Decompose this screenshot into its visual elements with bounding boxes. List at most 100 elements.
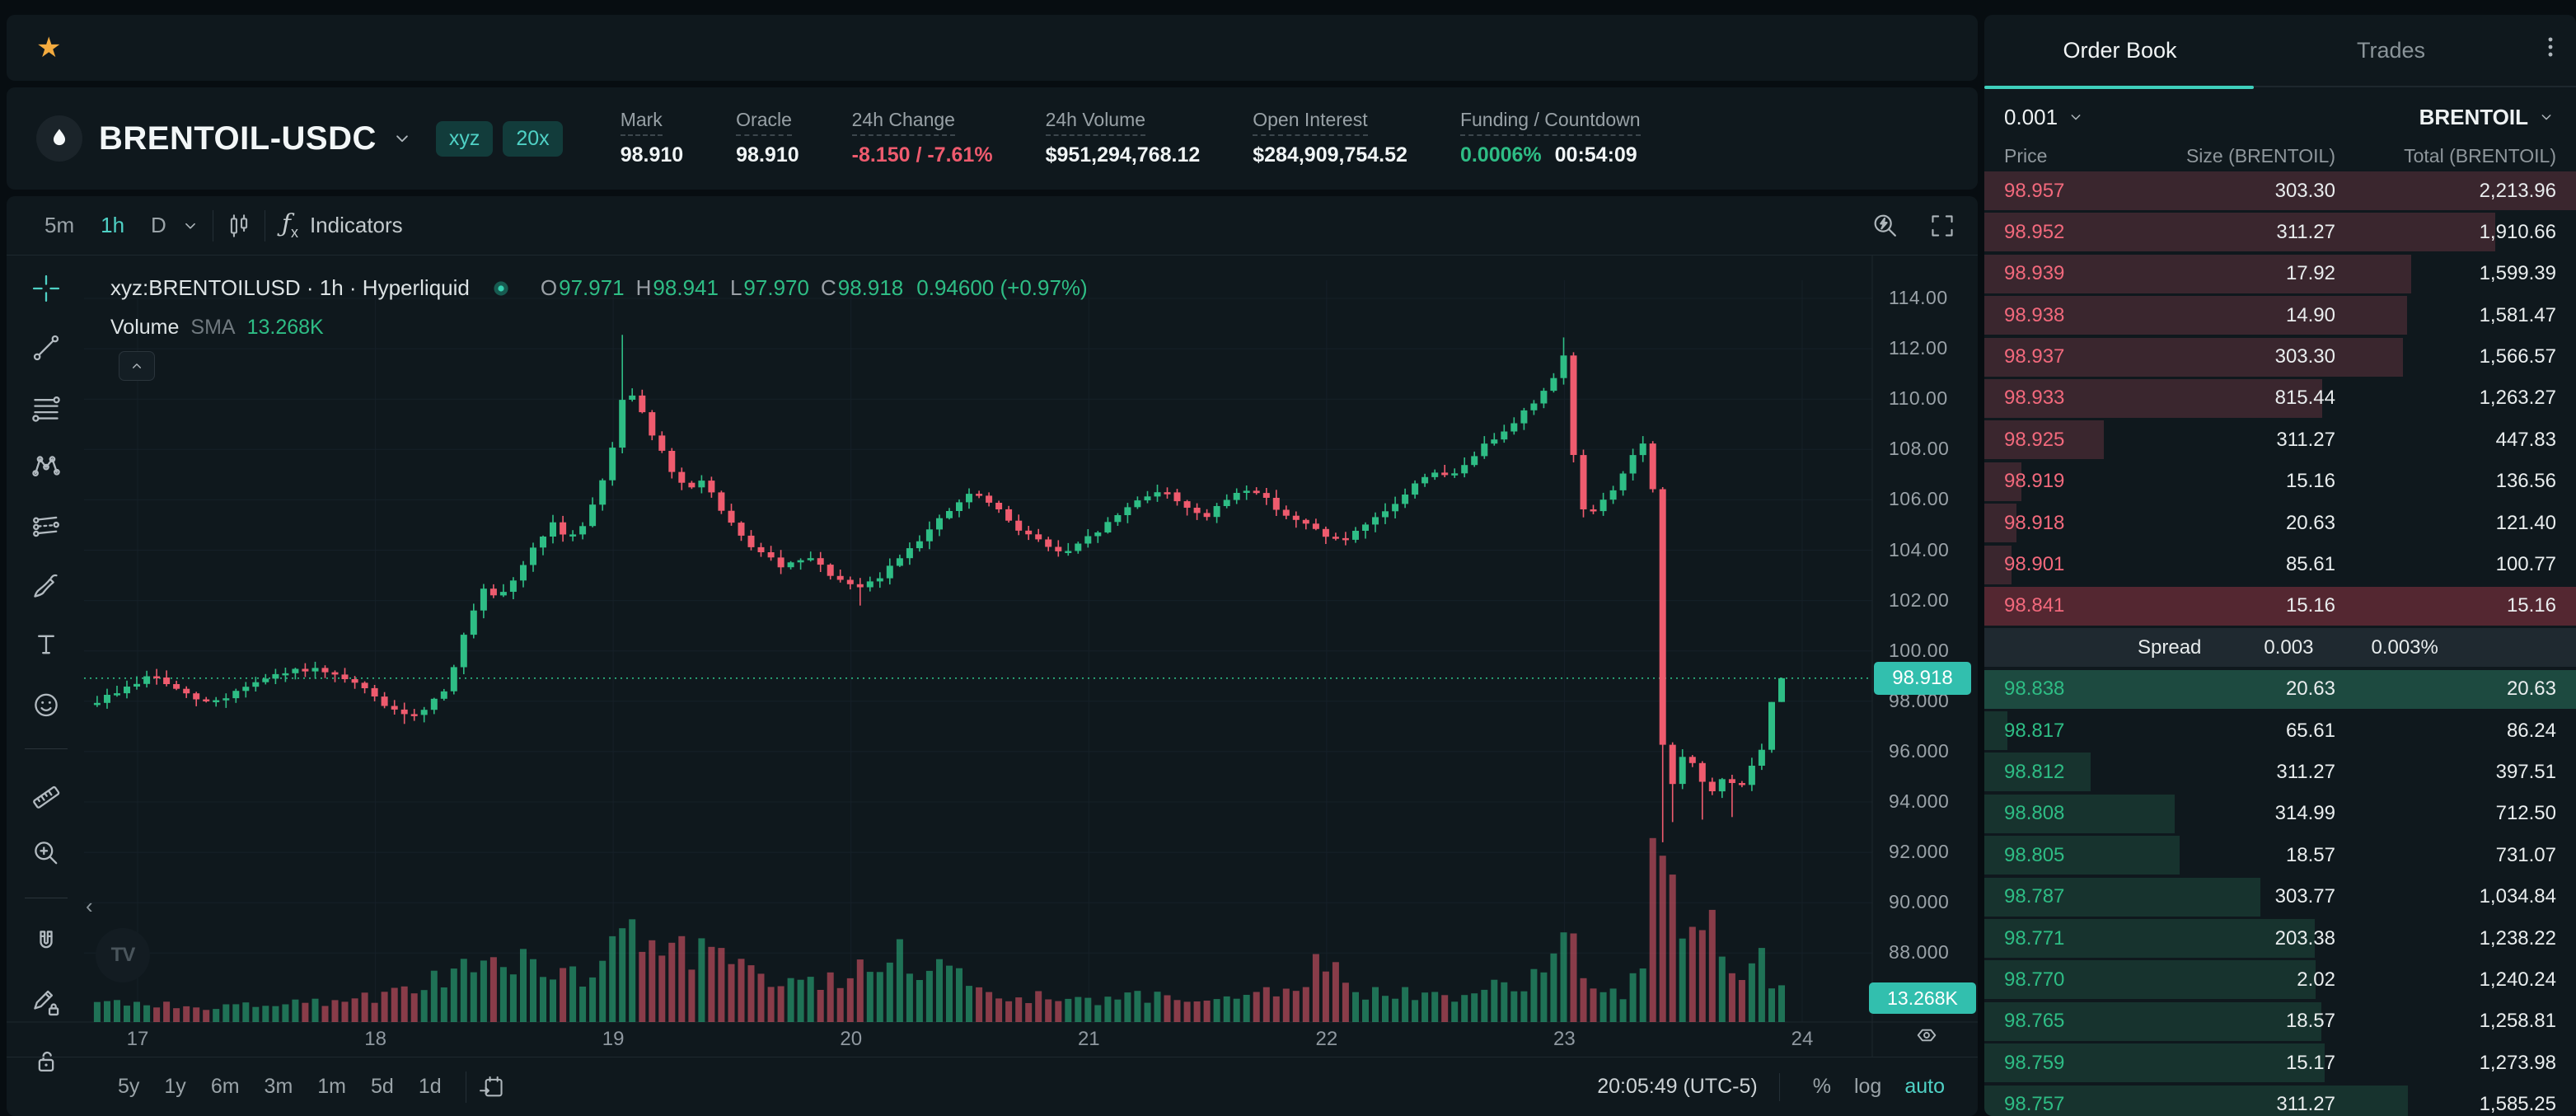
ask-row[interactable]: 98.937 303.30 1,566.57 <box>1984 337 2576 377</box>
drawing-toolbar <box>7 272 86 1116</box>
range-button-1d[interactable]: 1d <box>418 1075 442 1098</box>
go-to-date-calendar-icon[interactable] <box>478 1073 506 1101</box>
price-cell: 98.919 <box>2004 470 2065 493</box>
bid-row[interactable]: 98.812 311.27 397.51 <box>1984 753 2576 792</box>
total-cell: 20.63 <box>2506 678 2556 701</box>
toolbar-collapse-chevron[interactable]: ‹ <box>86 893 93 918</box>
zoom-in-icon[interactable] <box>28 837 64 870</box>
total-cell: 1,566.57 <box>2479 345 2556 368</box>
legend-title: xyz:BRENTOILUSD · 1h · Hyperliquid <box>110 275 470 300</box>
chart-style-candles-icon[interactable] <box>225 212 253 240</box>
range-button-1y[interactable]: 1y <box>164 1075 186 1098</box>
chart-plot-area[interactable]: 17 18 19 20 21 22 23 24 <box>7 256 1978 1057</box>
total-cell: 1,910.66 <box>2479 220 2556 243</box>
bid-row[interactable]: 98.805 18.57 731.07 <box>1984 836 2576 875</box>
range-button-1m[interactable]: 1m <box>317 1075 347 1098</box>
tick-size-select[interactable]: 0.001 <box>2004 105 2086 130</box>
chart-legend[interactable]: xyz:BRENTOILUSD · 1h · Hyperliquid O 97.9… <box>110 275 1088 301</box>
ask-row[interactable]: 98.841 15.16 15.16 <box>1984 586 2576 626</box>
percent-scale-button[interactable]: % <box>1812 1075 1831 1098</box>
favorite-star-icon[interactable]: ★ <box>36 32 62 63</box>
size-cell: 15.16 <box>2285 470 2335 493</box>
total-cell: 15.16 <box>2506 594 2556 617</box>
interval-button-D[interactable]: D <box>151 213 166 237</box>
brush-icon[interactable] <box>28 569 64 602</box>
tab-trades[interactable]: Trades <box>2356 37 2426 63</box>
drawing-lock-icon[interactable] <box>28 986 64 1019</box>
price-cell: 98.757 <box>2004 1093 2065 1116</box>
bid-row[interactable]: 98.757 311.27 1,585.25 <box>1984 1085 2576 1116</box>
trend-line-icon[interactable] <box>28 331 64 364</box>
size-cell: 311.27 <box>2276 428 2335 451</box>
stat-24h-volume: 24h Volume $951,294,768.12 <box>1045 110 1201 166</box>
unit-select[interactable]: BRENTOIL <box>2419 105 2556 130</box>
parallel-lines-icon[interactable] <box>28 509 64 542</box>
stat-value: 98.910 <box>620 143 684 166</box>
stat-24h-change: 24h Change -8.150 / -7.61% <box>851 110 993 166</box>
log-scale-button[interactable]: log <box>1853 1075 1882 1098</box>
auto-scale-button[interactable]: auto <box>1904 1075 1945 1098</box>
fib-retracement-icon[interactable] <box>28 391 64 424</box>
bid-row[interactable]: 98.770 2.02 1,240.24 <box>1984 960 2576 1000</box>
bid-row[interactable]: 98.838 20.63 20.63 <box>1984 669 2576 709</box>
bid-row[interactable]: 98.765 18.57 1,258.81 <box>1984 1001 2576 1041</box>
clock[interactable]: 20:05:49 (UTC-5) <box>1597 1075 1758 1098</box>
bid-row[interactable]: 98.787 303.77 1,034.84 <box>1984 877 2576 917</box>
text-icon[interactable] <box>28 628 64 661</box>
interval-button-5m[interactable]: 5m <box>44 213 75 237</box>
tradingview-watermark[interactable]: TV <box>96 928 150 982</box>
ask-row[interactable]: 98.925 311.27 447.83 <box>1984 420 2576 460</box>
size-cell: 65.61 <box>2285 719 2335 742</box>
size-cell: 18.57 <box>2285 843 2335 866</box>
quick-search-icon[interactable] <box>1871 211 1900 241</box>
ask-row[interactable]: 98.919 15.16 136.56 <box>1984 462 2576 501</box>
interval-button-1h[interactable]: 1h <box>101 213 125 237</box>
kebab-menu-icon[interactable] <box>2536 33 2564 61</box>
symbol-chevron-down-icon[interactable] <box>390 126 415 151</box>
open-label: O <box>540 275 558 300</box>
tick-size-value: 0.001 <box>2004 104 2058 129</box>
depth-bar <box>1984 1043 2325 1083</box>
bid-row[interactable]: 98.759 15.17 1,273.98 <box>1984 1043 2576 1083</box>
candlestick-chart[interactable]: 17 18 19 20 21 22 23 24 <box>7 256 1978 1057</box>
order-book-column-headers: Price Size (BRENTOIL) Total (BRENTOIL) <box>1984 140 2576 171</box>
ask-row[interactable]: 98.901 85.61 100.77 <box>1984 545 2576 584</box>
magnet-icon[interactable] <box>28 926 64 959</box>
tab-order-book[interactable]: Order Book <box>2063 37 2177 63</box>
symbol-title[interactable]: BRENTOIL-USDC <box>99 120 377 157</box>
interval-chevron-down-icon[interactable] <box>180 215 201 237</box>
ask-row[interactable]: 98.939 17.92 1,599.39 <box>1984 254 2576 293</box>
cursor-crosshair-icon[interactable] <box>28 272 64 305</box>
lock-all-drawings-icon[interactable] <box>28 1045 64 1078</box>
stat-value: $951,294,768.12 <box>1045 143 1201 166</box>
indicators-button[interactable]: ƒx Indicators <box>282 209 403 241</box>
current-volume-badge: 13.268K <box>1869 982 1976 1014</box>
total-cell: 121.40 <box>2495 511 2556 534</box>
symbol-badges: xyz 20x <box>435 120 563 157</box>
range-button-5y[interactable]: 5y <box>118 1075 140 1098</box>
depth-bar <box>1984 504 2017 543</box>
legend-collapse-button[interactable] <box>119 351 155 381</box>
range-button-6m[interactable]: 6m <box>210 1075 240 1098</box>
ask-row[interactable]: 98.938 14.90 1,581.47 <box>1984 296 2576 335</box>
fullscreen-icon[interactable] <box>1928 212 1956 240</box>
ask-row[interactable]: 98.918 20.63 121.40 <box>1984 504 2576 543</box>
ask-row[interactable]: 98.957 303.30 2,213.96 <box>1984 171 2576 210</box>
price-axis-label: 112.00 <box>1889 337 1948 359</box>
range-button-3m[interactable]: 3m <box>264 1075 293 1098</box>
range-button-5d[interactable]: 5d <box>371 1075 394 1098</box>
total-cell: 1,258.81 <box>2479 1010 2556 1033</box>
xabcd-pattern-icon[interactable] <box>28 450 64 483</box>
volume-legend[interactable]: Volume SMA 13.268K <box>110 316 324 340</box>
bid-row[interactable]: 98.808 314.99 712.50 <box>1984 794 2576 833</box>
indicators-label: Indicators <box>309 213 403 237</box>
stat-value: -8.150 / -7.61% <box>851 143 993 166</box>
ask-row[interactable]: 98.952 311.27 1,910.66 <box>1984 213 2576 252</box>
bid-row[interactable]: 98.817 65.61 86.24 <box>1984 711 2576 751</box>
depth-bar <box>1984 171 2576 210</box>
ask-row[interactable]: 98.933 815.44 1,263.27 <box>1984 378 2576 418</box>
emoji-icon[interactable] <box>28 687 64 720</box>
bid-row[interactable]: 98.771 203.38 1,238.22 <box>1984 919 2576 959</box>
ruler-icon[interactable] <box>28 777 64 810</box>
axis-settings-icon[interactable] <box>1913 1022 1940 1048</box>
